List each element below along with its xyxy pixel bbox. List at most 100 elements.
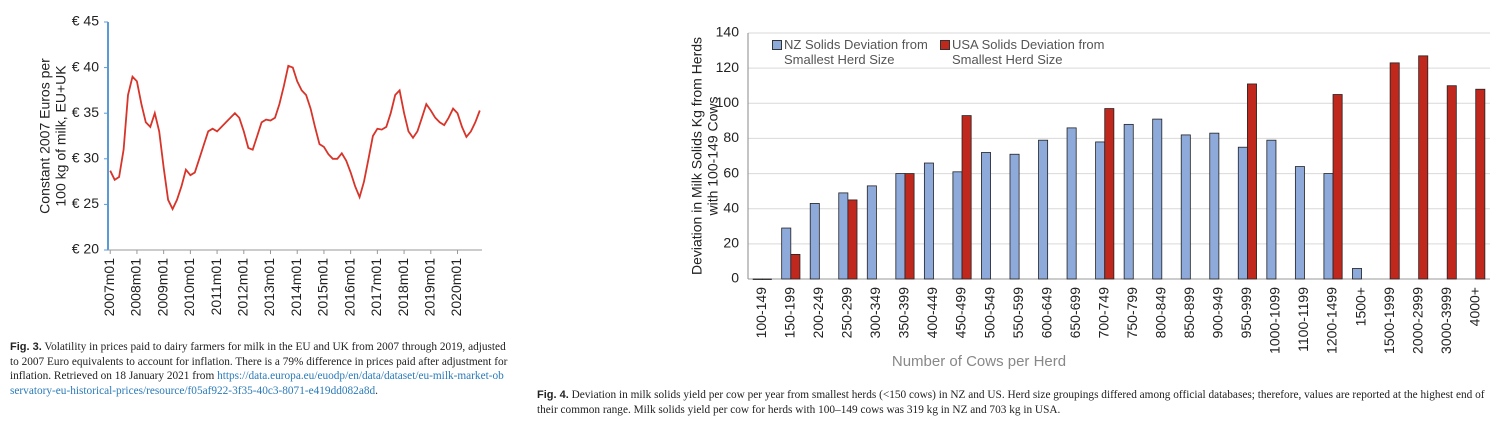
bar [838, 192, 849, 280]
bar [1066, 127, 1077, 280]
bar [1180, 134, 1191, 280]
bar [1389, 62, 1400, 280]
bar [752, 278, 763, 280]
x-tick-label: 1100-1199 [1295, 287, 1311, 352]
x-tick-label: 100-149 [753, 287, 769, 339]
x-tick-label: 450-499 [953, 287, 969, 339]
x-tick-label: 2019m01 [422, 258, 438, 317]
caption-end: . [375, 384, 378, 397]
y-axis-label: 100 kg of milk, EU+UK [53, 65, 69, 207]
y-axis-label: Constant 2007 Euros per [37, 58, 53, 214]
bar [1237, 146, 1248, 280]
bar [961, 115, 972, 280]
x-tick-label: 750-799 [1124, 287, 1140, 339]
caption-fig3: Fig. 3. Volatility in prices paid to dai… [10, 340, 508, 398]
x-tick-label: 1500-1999 [1381, 287, 1397, 354]
x-tick-label: 2007m01 [101, 258, 117, 317]
bar [1009, 153, 1020, 280]
x-tick-label: 950-999 [1238, 287, 1254, 339]
caption-text: Deviation in milk solids yield per cow p… [537, 389, 1485, 416]
bar [866, 185, 877, 280]
bar [809, 203, 820, 280]
y-tick-label: 0 [731, 270, 739, 286]
legend-swatch [940, 40, 950, 50]
bar [1123, 123, 1134, 280]
bar [1038, 139, 1049, 280]
legend-label: USA Solids Deviation from Smallest Herd … [952, 37, 1105, 67]
caption-fig4: Fig. 4. Deviation in milk solids yield p… [537, 388, 1492, 417]
x-tick-label: 2012m01 [235, 258, 251, 317]
x-tick-label: 2014m01 [288, 258, 304, 317]
x-axis-label: Number of Cows per Herd [892, 353, 1066, 370]
caption-link[interactable]: https://data.europa.eu/euodp/en/data/dat… [10, 370, 504, 397]
x-tick-label: 550-599 [1010, 287, 1026, 339]
y-tick-label: 100 [716, 94, 740, 110]
caption-text: Volatility in prices paid to dairy farme… [10, 341, 508, 382]
x-tick-label: 250-299 [839, 287, 855, 339]
price-line [109, 64, 481, 212]
y-tick-label: 40 [723, 199, 739, 215]
caption-label: Fig. 4. [537, 389, 569, 401]
y-axis-label: with 100-149 Cows [705, 96, 721, 216]
y-tick-label: 120 [716, 59, 740, 75]
bar [952, 171, 963, 280]
x-tick-label: 850-899 [1181, 287, 1197, 339]
x-tick-label: 2017m01 [368, 258, 384, 317]
x-tick-label: 500-549 [981, 287, 997, 339]
bar [1209, 132, 1220, 280]
legend-item: USA Solids Deviation from Smallest Herd … [940, 37, 1110, 67]
x-tick-label: 2000-2999 [1409, 287, 1425, 354]
bar [1418, 55, 1429, 280]
x-tick-label: 2016m01 [341, 258, 357, 317]
x-tick-label: 700-749 [1095, 287, 1111, 339]
bar [1332, 94, 1343, 280]
x-tick-label: 300-349 [867, 287, 883, 339]
x-tick-label: 2008m01 [128, 258, 144, 317]
bar [1294, 166, 1305, 280]
y-tick-label: € 40 [72, 58, 99, 74]
bar [847, 199, 858, 280]
y-tick-label: 60 [723, 164, 739, 180]
x-tick-label: 1200-1499 [1324, 287, 1340, 354]
y-tick-label: € 35 [72, 104, 99, 120]
bar [923, 162, 934, 280]
x-tick-label: 2020m01 [448, 258, 464, 317]
x-tick-label: 200-249 [810, 287, 826, 339]
x-tick-label: 400-449 [924, 287, 940, 339]
bar [1266, 139, 1277, 280]
bar [1446, 85, 1457, 280]
y-tick-label: € 20 [72, 241, 99, 257]
x-tick-label: 2009m01 [154, 258, 170, 317]
x-tick-label: 650-699 [1067, 287, 1083, 339]
bar [761, 278, 772, 280]
x-tick-label: 600-649 [1038, 287, 1054, 339]
x-tick-label: 350-399 [896, 287, 912, 339]
y-tick-label: 80 [723, 129, 739, 145]
x-tick-label: 2015m01 [315, 258, 331, 317]
x-tick-label: 2018m01 [395, 258, 411, 317]
bar [895, 173, 906, 280]
bar [781, 227, 792, 280]
bar [1104, 108, 1115, 280]
bar [790, 253, 801, 280]
x-tick-label: 2011m01 [208, 258, 224, 316]
x-tick-label: 1000-1099 [1267, 287, 1283, 354]
bar [981, 152, 991, 280]
bar [904, 173, 915, 280]
x-tick-label: 900-949 [1210, 287, 1226, 339]
bar [1247, 83, 1257, 280]
y-tick-label: 20 [723, 235, 739, 251]
bar [1095, 141, 1106, 280]
bar [1352, 268, 1362, 280]
y-tick-label: € 45 [72, 13, 99, 29]
legend-item: NZ Solids Deviation from Smallest Herd S… [772, 37, 942, 67]
bar [1475, 88, 1486, 280]
x-tick-label: 800-849 [1153, 287, 1169, 339]
legend-label: NZ Solids Deviation from Smallest Herd S… [784, 37, 928, 67]
bar [1152, 118, 1163, 280]
y-tick-label: € 25 [72, 195, 99, 211]
x-tick-label: 150-199 [782, 287, 798, 339]
caption-label: Fig. 3. [10, 341, 42, 353]
y-axis-label: Deviation in Milk Solids Kg from Herds [689, 37, 705, 275]
